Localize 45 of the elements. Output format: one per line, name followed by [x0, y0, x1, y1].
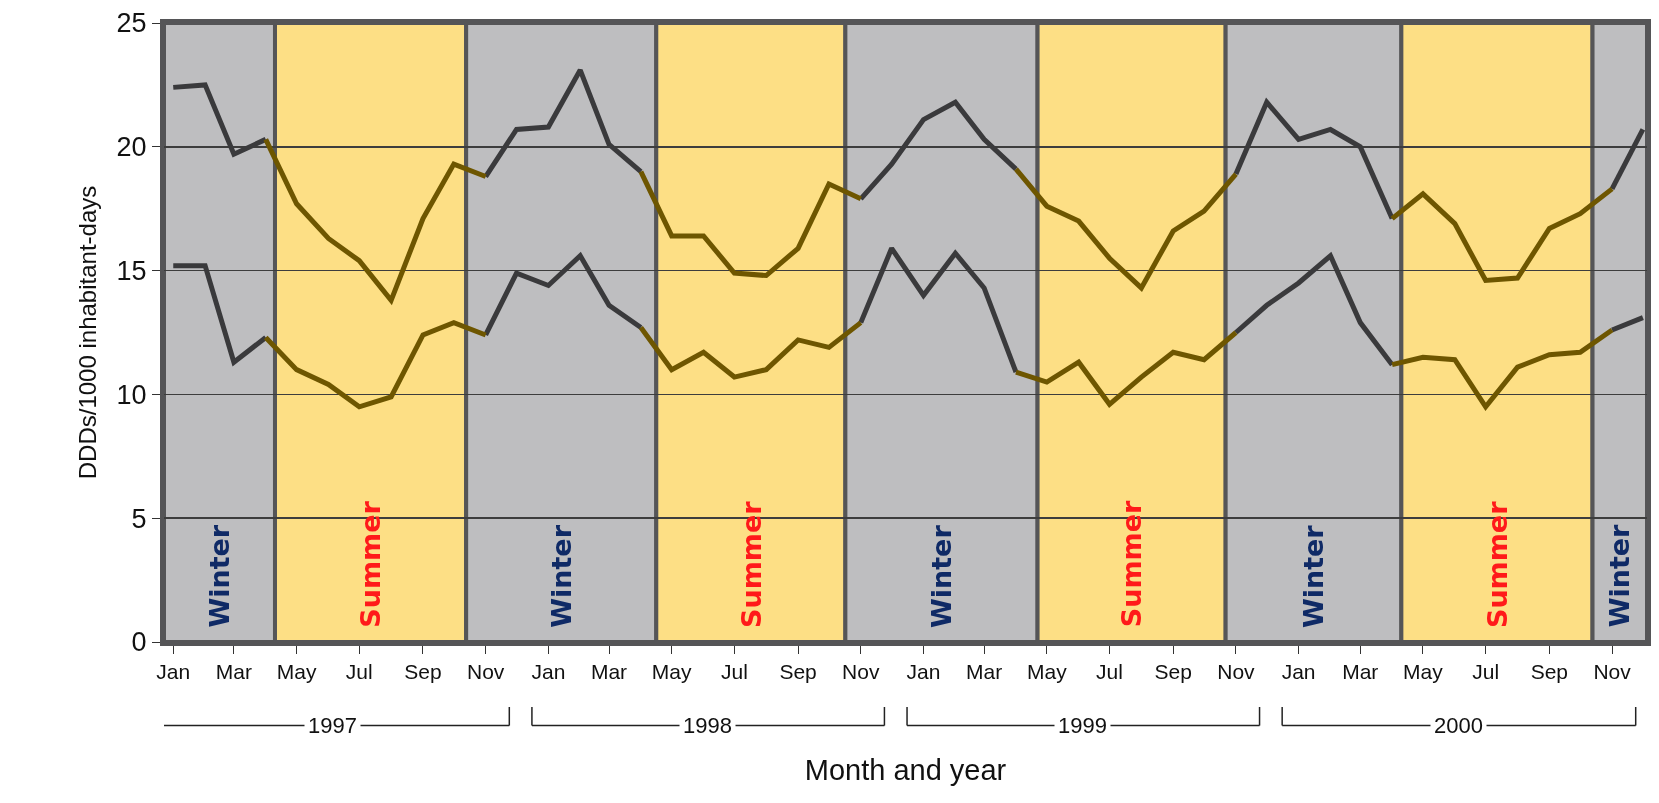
x-tick-label: May	[1026, 660, 1068, 684]
text: 1998	[683, 713, 732, 738]
band-label: Summer	[1481, 500, 1513, 629]
y-tick-label: 15	[116, 256, 147, 287]
text: 2000	[1434, 713, 1483, 738]
x-tick-label: Jan	[156, 660, 191, 684]
x-tick-label: Nov	[467, 660, 505, 684]
y-tick-label: 25	[116, 8, 147, 39]
y-tick-label: 20	[116, 132, 147, 163]
x-tick-label: Mar	[590, 660, 628, 684]
x-tick-label: Mar	[215, 660, 252, 684]
band-label: Winter	[1604, 523, 1636, 628]
y-tick-label: 0	[131, 627, 147, 658]
text: 1997	[308, 713, 357, 738]
x-tick-label: Sep	[1530, 660, 1569, 684]
x-tick-label: May	[276, 660, 317, 684]
x-tick-label: Sep	[779, 660, 817, 684]
x-tick-label: Mar	[1342, 660, 1379, 684]
x-tick-label: Jul	[1472, 660, 1500, 684]
band-label: Winter	[204, 524, 236, 628]
band-label: Winter	[925, 524, 957, 629]
y-tick-label: 5	[131, 503, 147, 534]
y-axis-title: DDDs/1000 inhabitant-days	[74, 185, 102, 480]
x-tick-label: Mar	[966, 660, 1003, 684]
band-label: Summer	[735, 500, 767, 628]
band-label: Summer	[355, 500, 387, 628]
x-tick-label: Jan	[1281, 660, 1316, 684]
x-tick-label: Nov	[842, 660, 880, 684]
band-label: Summer	[1115, 499, 1147, 628]
x-tick-label: Nov	[1217, 660, 1256, 684]
band-label: Winter	[545, 524, 577, 628]
y-tick-label: 10	[116, 379, 147, 410]
x-tick-label: Jul	[720, 660, 748, 684]
x-tick-label: Sep	[1154, 660, 1192, 684]
x-tick-label: Jan	[531, 660, 566, 684]
x-tick-label: Jul	[345, 660, 373, 684]
text: 1999	[1058, 713, 1107, 738]
x-axis-title: Month and year	[804, 753, 1007, 786]
band-label: Winter	[1297, 524, 1329, 629]
x-tick-label: Jul	[1096, 660, 1123, 684]
x-tick-label: Sep	[404, 660, 442, 684]
x-tick-label: Jan	[906, 660, 941, 684]
x-tick-label: Nov	[1593, 660, 1632, 684]
x-tick-label: May	[1403, 660, 1444, 684]
x-tick-label: May	[651, 660, 693, 684]
